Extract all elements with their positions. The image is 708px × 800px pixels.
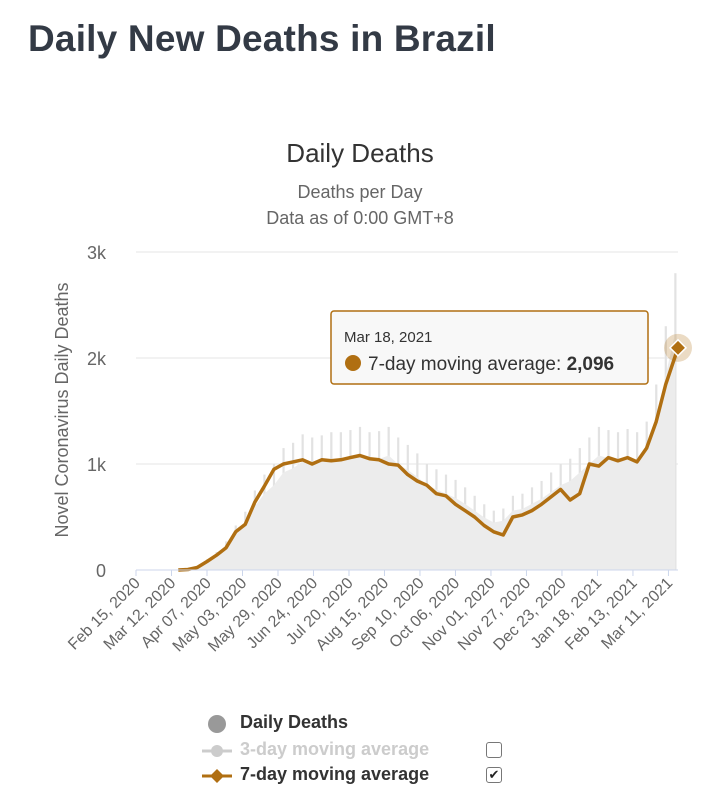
chart-title: Daily Deaths [286,138,433,168]
tooltip-value: 2,096 [567,354,615,375]
tooltip-series-line: 7-day moving average: 2,096 [368,354,614,375]
tooltip-box [330,310,649,385]
daily-deaths-chart: Daily Deaths Deaths per Day Data as of 0… [52,138,692,655]
chart-subtitle-line-2: Data as of 0:00 GMT+8 [266,208,454,228]
hover-point[interactable] [664,333,692,362]
y-tick-label: 2k [87,349,107,369]
chart-subtitle-line-1: Deaths per Day [297,182,422,202]
line-circle-marker-icon [202,745,232,757]
legend-item-daily-deaths[interactable]: Daily Deaths [200,712,520,736]
daily-deaths-bar [674,273,677,570]
y-tick-label: 0 [96,561,106,581]
y-tick-label: 3k [87,243,107,263]
seven-day-average-line [178,347,680,572]
checkbox-7-day-average[interactable]: ✔ [486,767,502,783]
tooltip-date: Mar 18, 2021 [344,329,432,346]
checkbox-3-day-average[interactable] [486,742,502,758]
tooltip-series-label: 7-day moving average: [368,354,561,375]
legend-label-3-day-average: 3-day moving average [240,739,430,759]
legend-label-daily-deaths: Daily Deaths [240,712,349,732]
legend-label-7-day-average: 7-day moving average [240,764,430,784]
y-axis-title: Novel Coronavirus Daily Deaths [52,282,72,537]
circle-marker-icon [208,715,226,733]
tooltip: Mar 18, 2021 7-day moving average: 2,096 [330,310,649,385]
tooltip-series-dot [345,355,361,371]
legend-item-7-day-average[interactable]: 7-day moving average ✔ [200,764,520,788]
legend-item-3-day-average[interactable]: 3-day moving average [200,739,520,763]
page-title: Daily New Deaths in Brazil [28,18,496,59]
y-axis-ticks: 0 1k 2k 3k [87,243,107,581]
line-diamond-marker-icon [202,769,232,783]
daily-deaths-area [178,332,676,570]
hover-diamond[interactable] [668,338,688,357]
y-tick-label: 1k [87,455,107,475]
